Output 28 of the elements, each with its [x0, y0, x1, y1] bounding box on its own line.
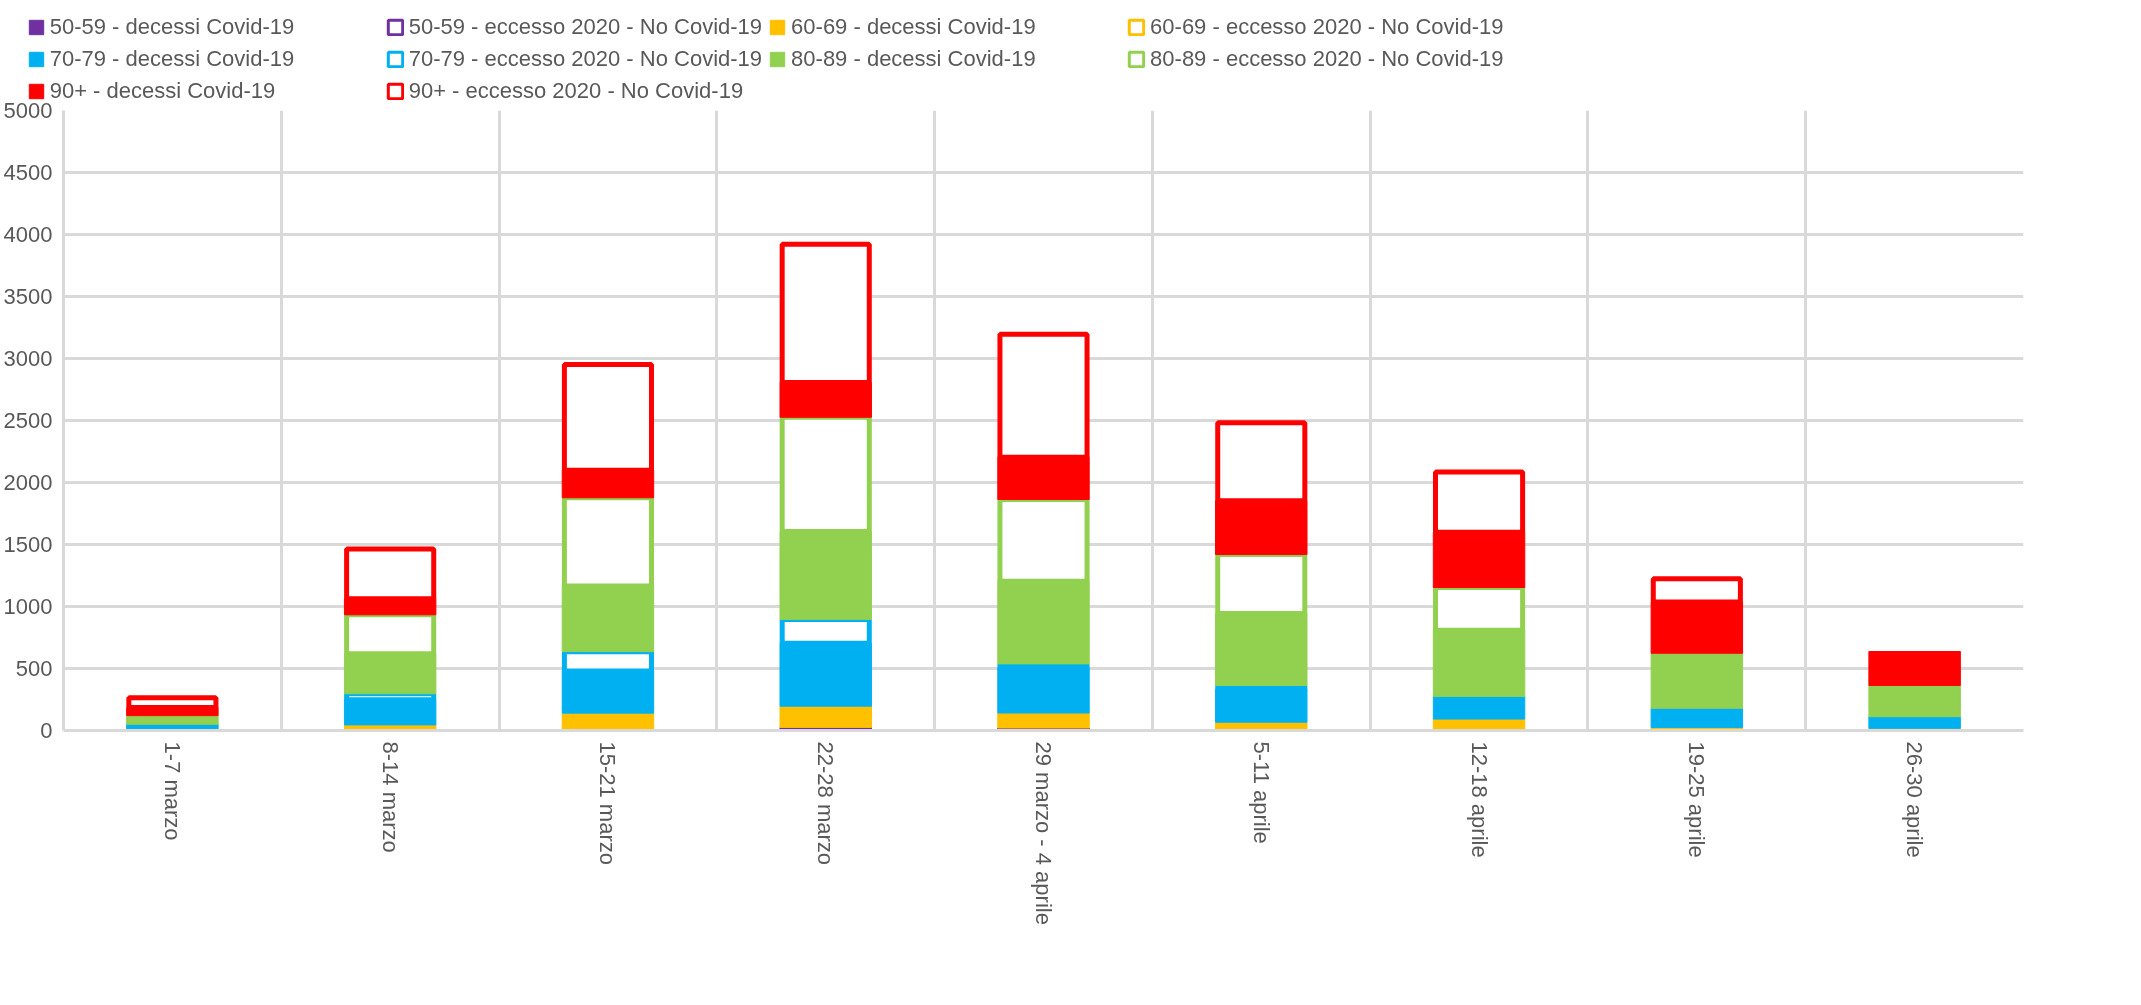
- y-tick-label: 3500: [3, 284, 53, 309]
- legend-label: 90+ - eccesso 2020 - No Covid-19: [408, 78, 744, 102]
- y-tick-label: 500: [15, 656, 53, 681]
- x-tick-label: 8-14 marzo: [377, 741, 403, 853]
- x-tick-label: 15-21 marzo: [595, 741, 621, 866]
- x-tick-label: 26-30 aprile: [1902, 741, 1928, 858]
- legend-label: 80-89 - eccesso 2020 - No Covid-19: [1150, 46, 1504, 72]
- y-tick-label: 0: [40, 718, 53, 743]
- legend-label: 50-59 - eccesso 2020 - No Covid-19: [408, 14, 763, 40]
- legend-label: 60-69 - eccesso 2020 - No Covid-19: [1150, 14, 1504, 40]
- legend-label: 60-69 - decessi Covid-19: [791, 14, 1037, 40]
- y-tick-label: 2500: [3, 408, 53, 433]
- y-tick-label: 1500: [3, 532, 53, 557]
- x-tick-label: 19-25 aprile: [1684, 741, 1710, 858]
- legend-label: 70-79 - decessi Covid-19: [49, 46, 296, 72]
- y-tick-label: 2000: [3, 470, 53, 495]
- legend-label: 80-89 - decessi Covid-19: [791, 46, 1037, 72]
- x-tick-label: 5-11 aprile: [1248, 741, 1274, 844]
- legend-label: 70-79 - eccesso 2020 - No Covid-19: [408, 46, 763, 72]
- y-tick-label: 1000: [3, 594, 53, 619]
- x-tick-label: 29 marzo - 4 aprile: [1031, 741, 1056, 925]
- x-tick-label: 1-7 marzo: [159, 741, 185, 841]
- y-tick-label: 4000: [3, 222, 53, 247]
- y-tick-label: 4500: [3, 160, 53, 185]
- y-tick-label: 3000: [3, 346, 53, 371]
- x-tick-label: 22-28 marzo: [813, 741, 839, 866]
- legend-label: 50-59 - decessi Covid-19: [49, 14, 296, 40]
- x-tick-label: 12-18 aprile: [1466, 741, 1492, 858]
